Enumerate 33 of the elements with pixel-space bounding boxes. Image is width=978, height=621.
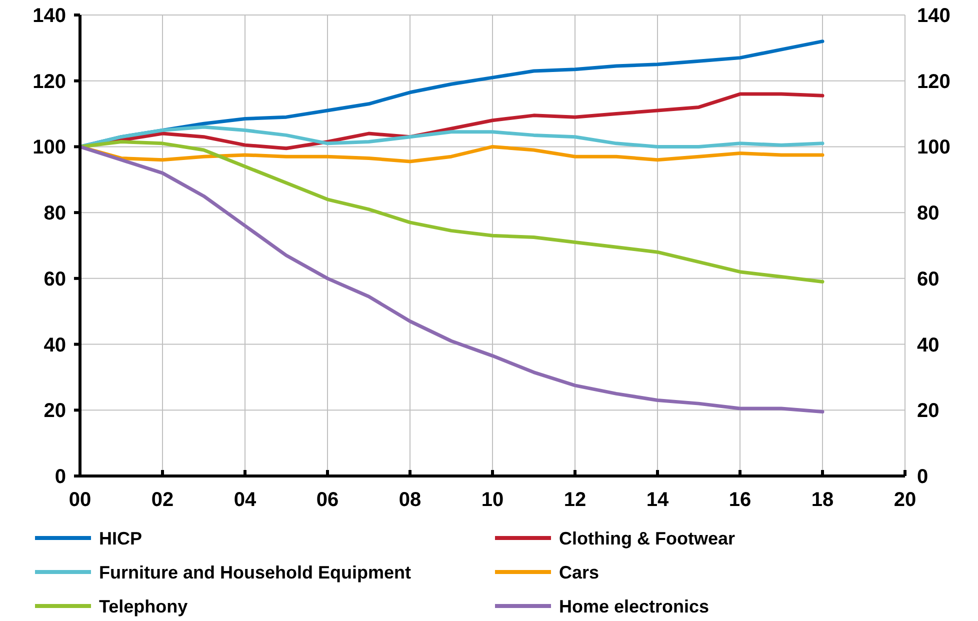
y-tick-label: 140 <box>32 5 66 27</box>
y2-tick-label: 140 <box>917 5 950 27</box>
y2-tick-label: 100 <box>917 136 950 159</box>
y2-tick-label: 0 <box>917 466 928 488</box>
legend-label: Clothing & Footwear <box>559 528 735 548</box>
y-tick-label: 20 <box>44 400 66 422</box>
y-tick-label: 60 <box>44 268 66 290</box>
x-tick-label: 06 <box>316 489 339 511</box>
y2-tick-label: 40 <box>917 334 940 356</box>
x-tick-label: 16 <box>728 489 752 511</box>
y-tick-label: 120 <box>32 70 66 93</box>
x-tick-label: 14 <box>646 489 670 511</box>
y2-tick-label: 20 <box>917 400 940 422</box>
legend-label: Home electronics <box>559 596 710 616</box>
y2-tick-label: 60 <box>917 268 940 290</box>
y-tick-label: 80 <box>44 202 66 225</box>
x-tick-label: 08 <box>398 489 422 511</box>
x-tick-label: 04 <box>234 489 257 511</box>
y-tick-label: 100 <box>32 136 66 159</box>
x-tick-label: 00 <box>68 489 92 511</box>
legend-label: Telephony <box>99 596 188 616</box>
legend-label: HICP <box>99 528 142 548</box>
y-tick-label: 40 <box>44 334 66 356</box>
legend-label: Furniture and Household Equipment <box>99 562 411 582</box>
legend-label: Cars <box>559 562 600 582</box>
y-tick-label: 0 <box>54 466 66 488</box>
y2-tick-label: 120 <box>917 70 950 93</box>
x-tick-label: 02 <box>151 489 174 511</box>
x-tick-label: 18 <box>811 489 834 511</box>
y2-tick-label: 80 <box>917 202 940 225</box>
x-tick-label: 20 <box>894 489 916 511</box>
x-tick-label: 12 <box>564 489 586 511</box>
x-tick-label: 10 <box>481 489 504 511</box>
